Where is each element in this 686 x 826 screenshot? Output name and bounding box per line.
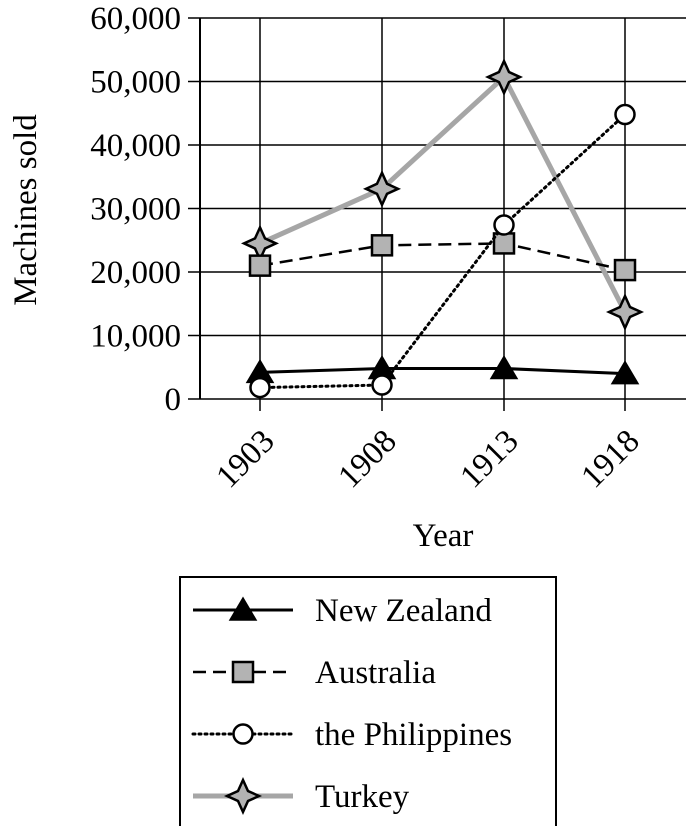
series-new-zealand: [245, 355, 640, 385]
y-axis-label: Machines sold: [8, 114, 44, 306]
x-axis-label: Year: [413, 518, 474, 554]
data-point-triangle: [489, 355, 519, 380]
series-line: [258, 113, 627, 390]
legend-item: Australia: [193, 655, 436, 691]
x-tick-label: 1908: [332, 423, 404, 495]
y-tick-label: 40,000: [90, 128, 181, 164]
legend-label: Australia: [315, 655, 436, 691]
legend-label: New Zealand: [315, 593, 492, 629]
data-point-square: [231, 660, 255, 684]
data-point-square: [248, 254, 272, 277]
data-point-star: [484, 58, 524, 97]
series: [240, 58, 645, 399]
x-tick-label: 1903: [210, 423, 282, 495]
series-line: [258, 74, 628, 314]
x-tick-label: 1918: [575, 423, 647, 495]
series-turkey: [240, 58, 645, 332]
series-line: [259, 242, 626, 272]
data-point-circle: [614, 103, 636, 126]
data-point-circle: [493, 214, 515, 236]
legend-label: Turkey: [315, 779, 410, 815]
legend: New Zealand Australia the Philippines Turke…: [179, 576, 557, 826]
series-australia: [248, 232, 637, 282]
series-line: [259, 367, 626, 376]
legend-item: New Zealand: [193, 593, 492, 629]
data-point-circle: [232, 723, 254, 745]
y-tick-label: 0: [165, 382, 182, 418]
data-point-square: [370, 234, 394, 257]
y-tick-label: 30,000: [90, 192, 181, 228]
data-point-star: [223, 776, 263, 816]
legend-item: the Philippines: [191, 717, 512, 753]
legend-item: Turkey: [193, 776, 410, 816]
data-point-star: [605, 292, 645, 332]
data-point-square: [492, 232, 516, 255]
y-tick-label: 10,000: [90, 319, 181, 355]
series-the-philippines: [249, 103, 636, 399]
x-tick-label: 1913: [454, 423, 526, 495]
grid: [188, 17, 686, 411]
x-axis-ticks: 1903 1908 1913 1918: [210, 423, 647, 495]
data-point-triangle: [610, 360, 640, 385]
y-axis-ticks: 0 10,000 20,000 30,000 40,000 50,000 60,000: [90, 1, 181, 418]
data-point-circle: [249, 376, 271, 399]
legend-label: the Philippines: [315, 717, 512, 753]
data-point-circle: [371, 374, 393, 396]
data-point-triangle: [228, 596, 258, 621]
data-point-star: [362, 169, 402, 208]
y-tick-label: 60,000: [90, 1, 181, 37]
y-tick-label: 20,000: [90, 255, 181, 291]
data-point-square: [613, 258, 637, 282]
y-tick-label: 50,000: [90, 65, 181, 101]
